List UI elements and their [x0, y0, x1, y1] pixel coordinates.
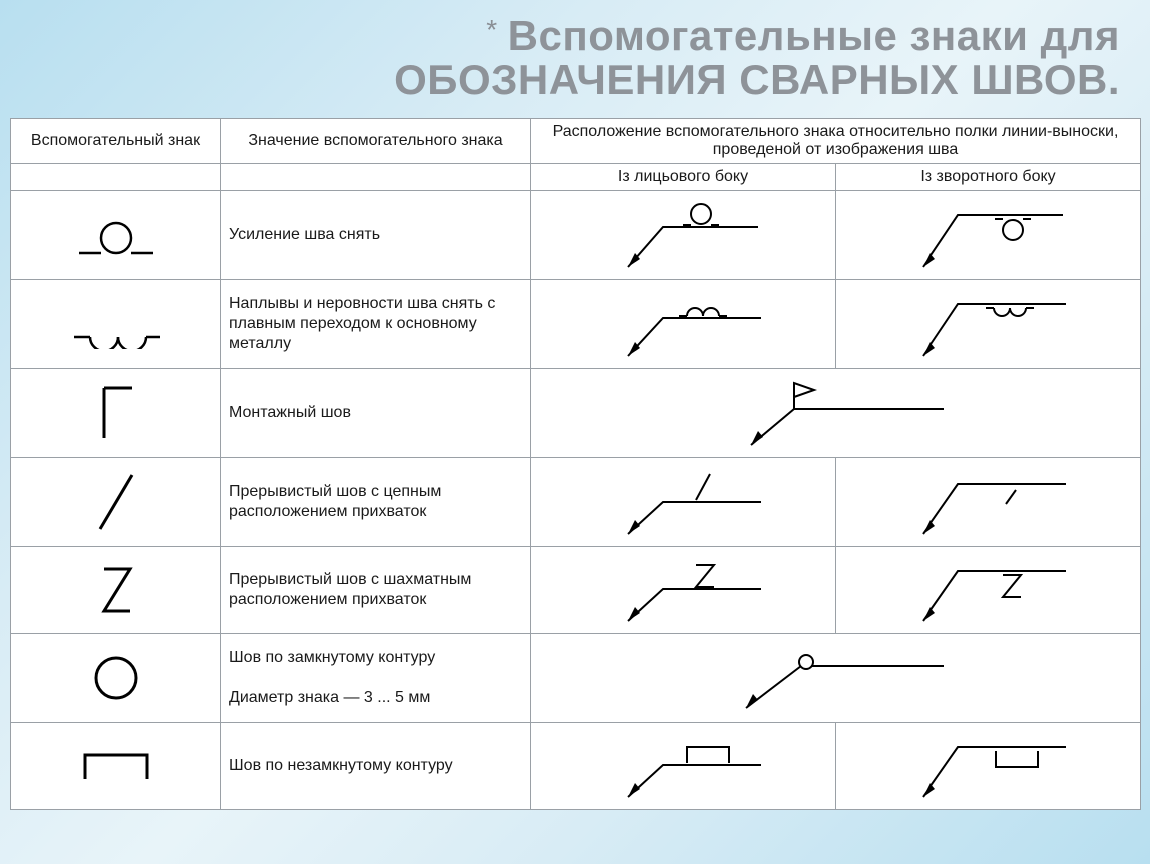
- slide-title: * Вспомогательные знаки для обозначения …: [0, 0, 1150, 108]
- table-body: Усиление шва снять: [11, 191, 1141, 810]
- front-cell: [531, 369, 1141, 458]
- desc-cell: Шов по незамкнутому контуру: [221, 723, 531, 810]
- front-cell: [531, 280, 836, 369]
- leader-open-rect-above-icon: [583, 727, 783, 805]
- subheader-front: Із лицьового боку: [531, 164, 836, 191]
- symbol-cell: [11, 280, 221, 369]
- leader-circle-above-icon: [583, 195, 783, 275]
- symbol-cell: [11, 547, 221, 634]
- leader-double-arc-below-icon: [888, 284, 1088, 364]
- leader-slash-below-icon: [888, 462, 1088, 542]
- front-cell: [531, 634, 1141, 723]
- back-cell: [836, 547, 1141, 634]
- header-symbol: Вспомогательный знак: [11, 119, 221, 164]
- symbol-cell: [11, 723, 221, 810]
- table-row: Усиление шва снять: [11, 191, 1141, 280]
- circle-on-line-icon: [71, 205, 161, 265]
- table-row: Монтажный шов: [11, 369, 1141, 458]
- leader-slash-above-icon: [583, 462, 783, 542]
- double-arc-icon: [66, 299, 166, 349]
- corner-flag-icon: [86, 378, 146, 448]
- symbol-cell: [11, 369, 221, 458]
- leader-flag-icon: [686, 373, 986, 453]
- symbol-cell: [11, 191, 221, 280]
- title-line-2: обозначения сварных швов.: [394, 56, 1120, 103]
- header-position: Расположение вспомогательного знака отно…: [531, 119, 1141, 164]
- header-meaning: Значение вспомогательного знака: [221, 119, 531, 164]
- blank-cell: [11, 164, 221, 191]
- symbol-cell: [11, 634, 221, 723]
- leader-open-rect-below-icon: [888, 727, 1088, 805]
- symbol-cell: [11, 458, 221, 547]
- desc-cell: Шов по замкнутому контуру Диаметр знака …: [221, 634, 531, 723]
- desc-cell: Прерывистый шов с шахматным расположение…: [221, 547, 531, 634]
- desc-cell: Наплывы и неровности шва снять с плавным…: [221, 280, 531, 369]
- back-cell: [836, 458, 1141, 547]
- back-cell: [836, 280, 1141, 369]
- open-rect-icon: [71, 739, 161, 794]
- desc-cell: Усиление шва снять: [221, 191, 531, 280]
- desc-cell: Монтажный шов: [221, 369, 531, 458]
- desc-cell: Прерывистый шов с цепным расположением п…: [221, 458, 531, 547]
- table-row: Прерывистый шов с шахматным расположение…: [11, 547, 1141, 634]
- leader-ring-at-break-icon: [686, 638, 986, 718]
- leader-circle-below-icon: [888, 195, 1088, 275]
- leader-double-arc-above-icon: [583, 284, 783, 364]
- blank-cell: [221, 164, 531, 191]
- front-cell: [531, 191, 836, 280]
- symbols-table: Вспомогательный знак Значение вспомогате…: [10, 118, 1141, 810]
- asterisk-icon: *: [486, 14, 497, 45]
- slash-icon: [86, 463, 146, 541]
- zed-icon: [86, 555, 146, 625]
- table-row: Шов по замкнутому контуру Диаметр знака …: [11, 634, 1141, 723]
- table-row: Прерывистый шов с цепным расположением п…: [11, 458, 1141, 547]
- front-cell: [531, 458, 836, 547]
- title-line-1: Вспомогательные знаки для: [508, 12, 1120, 59]
- subheader-back: Із зворотного боку: [836, 164, 1141, 191]
- open-circle-icon: [81, 643, 151, 713]
- table-row: Шов по незамкнутому контуру: [11, 723, 1141, 810]
- leader-z-above-icon: [583, 551, 783, 629]
- leader-z-below-icon: [888, 551, 1088, 629]
- front-cell: [531, 723, 836, 810]
- back-cell: [836, 191, 1141, 280]
- table-row: Наплывы и неровности шва снять с плавным…: [11, 280, 1141, 369]
- back-cell: [836, 723, 1141, 810]
- front-cell: [531, 547, 836, 634]
